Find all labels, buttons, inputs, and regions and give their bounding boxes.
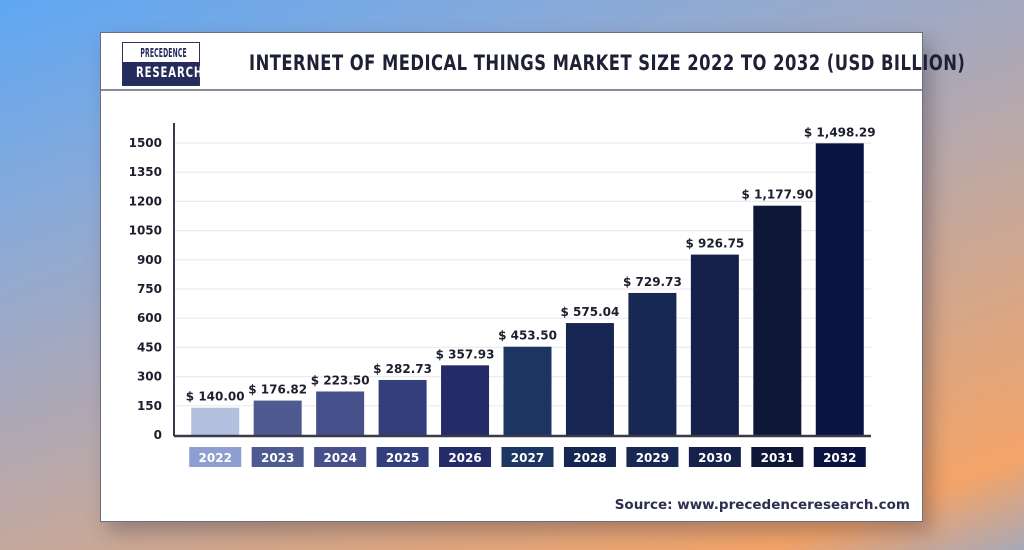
bar-2030	[690, 254, 739, 435]
value-label: $ 140.00	[186, 390, 245, 404]
x-tick-label: 2028	[573, 451, 606, 465]
bar-2032	[815, 143, 864, 435]
y-tick-label: 150	[137, 399, 162, 413]
logo-bottom-text: RESEARCH	[136, 65, 204, 81]
bar-2022	[191, 407, 240, 435]
y-tick-label: 450	[137, 340, 162, 354]
x-tick-label: 2023	[261, 451, 294, 465]
bar-2026	[441, 365, 490, 435]
x-tick-label: 2022	[199, 451, 232, 465]
category-box	[189, 447, 242, 467]
precedence-research-logo: PRECEDENCE RESEARCH	[122, 42, 204, 86]
chart-card: PRECEDENCE RESEARCH INTERNET OF MEDICAL …	[100, 32, 965, 522]
y-tick-label: 600	[137, 311, 162, 325]
y-tick-label: 0	[154, 428, 162, 442]
x-tick-label: 2027	[511, 451, 544, 465]
x-axis-categories: 2022 2023 2024 2025 2026 2027 2028 2029 2030 2031…	[189, 447, 866, 467]
x-tick-label: 2032	[823, 451, 856, 465]
bar-2025	[378, 379, 427, 435]
category-box	[251, 447, 304, 467]
category-box	[751, 447, 804, 467]
bar-2027	[503, 346, 552, 435]
bar-2031	[753, 205, 802, 435]
bar-2023	[253, 400, 302, 435]
category-box	[688, 447, 741, 467]
source-text: Source: www.precedenceresearch.com	[614, 497, 910, 513]
y-axis-ticks: 0 150 300 450 600 750 900 1050 1200 1350 1500	[129, 136, 162, 442]
category-box	[439, 447, 492, 467]
bar-chart: 0 150 300 450 600 750 900 1050 1200 1350 1500 $ 14…	[129, 123, 876, 467]
value-label: $ 1,498.29	[804, 125, 876, 139]
value-label: $ 926.75	[685, 237, 744, 251]
y-tick-label: 1050	[129, 224, 162, 238]
value-label: $ 176.82	[248, 383, 307, 397]
value-label: $ 1,177.90	[741, 188, 813, 202]
logo-top-text: PRECEDENCE	[140, 46, 187, 60]
value-label: $ 223.50	[311, 373, 370, 387]
category-box	[501, 447, 554, 467]
value-label: $ 453.50	[498, 329, 557, 343]
y-tick-label: 1200	[129, 194, 162, 208]
bars: $ 140.00$ 176.82 $ 223.50$ 282.73 $ 357.93…	[186, 125, 876, 435]
x-tick-label: 2024	[323, 451, 356, 465]
axes	[173, 123, 871, 438]
y-tick-label: 900	[137, 253, 162, 267]
category-box	[626, 447, 679, 467]
value-label: $ 575.04	[561, 305, 620, 319]
x-tick-label: 2025	[386, 451, 419, 465]
category-box	[563, 447, 616, 467]
y-tick-label: 300	[137, 370, 162, 384]
y-tick-label: 750	[137, 282, 162, 296]
bar-2024	[316, 391, 365, 435]
gridlines	[174, 142, 871, 407]
value-label: $ 357.93	[436, 347, 495, 361]
category-box	[813, 447, 866, 467]
chart-header: PRECEDENCE RESEARCH INTERNET OF MEDICAL …	[101, 33, 965, 91]
bar-2029	[628, 292, 677, 435]
value-label: $ 729.73	[623, 275, 682, 289]
chart-title: INTERNET OF MEDICAL THINGS MARKET SIZE 2…	[249, 51, 966, 75]
x-tick-label: 2030	[698, 451, 731, 465]
x-tick-label: 2031	[761, 451, 794, 465]
y-tick-label: 1500	[129, 136, 162, 150]
bar-2028	[565, 323, 614, 435]
value-label: $ 282.73	[373, 362, 432, 376]
y-tick-label: 1350	[129, 165, 162, 179]
x-tick-label: 2029	[636, 451, 669, 465]
category-box	[376, 447, 429, 467]
x-tick-label: 2026	[448, 451, 481, 465]
category-box	[314, 447, 367, 467]
